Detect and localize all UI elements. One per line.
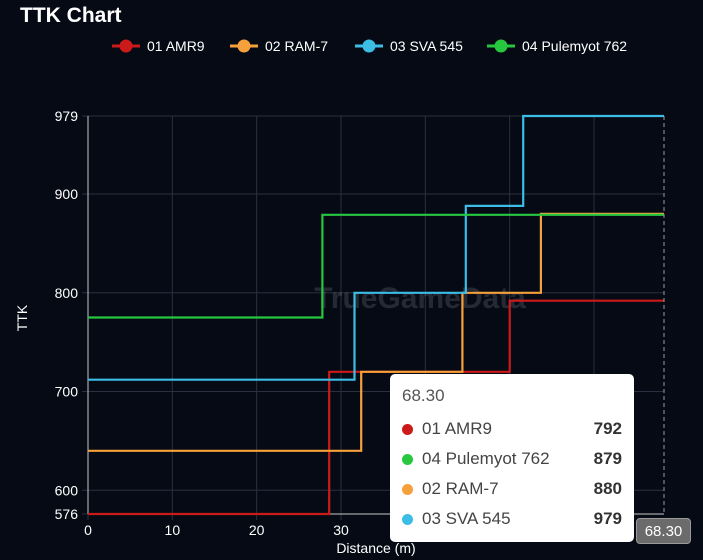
y-tick-label: 700	[55, 384, 79, 400]
series-line	[88, 114, 664, 381]
legend-marker	[362, 39, 376, 53]
legend: 01 AMR9 02 RAM-7 03 SVA 545 04 Pulemyot 762	[112, 38, 627, 54]
legend-label: 04 Pulemyot 762	[522, 38, 627, 54]
y-tick-label: 900	[55, 186, 79, 202]
tooltip-dot-ram7	[402, 483, 413, 495]
y-tick-label: 600	[55, 482, 79, 498]
tooltip-dot-amr9	[402, 423, 413, 435]
tooltip-value: 879	[593, 449, 622, 468]
legend-label: 03 SVA 545	[390, 38, 463, 54]
y-tick-label: 800	[55, 285, 79, 301]
tooltip: 68.30 01 AMR9 792 04 Pulemyot 762 879 02…	[390, 374, 634, 542]
legend-marker	[494, 39, 508, 53]
legend-label: 01 AMR9	[147, 38, 205, 54]
y-tick-label: 979	[55, 108, 79, 124]
tooltip-name: 02 RAM-7	[422, 479, 499, 498]
watermark: TrueGameData	[314, 282, 526, 315]
crosshair-x-label: 68.30	[636, 518, 691, 544]
tooltip-value: 979	[593, 509, 622, 528]
series-line	[88, 213, 664, 319]
chart-title: TTK Chart	[20, 4, 122, 27]
series-line	[88, 212, 664, 452]
tooltip-dot-sva545	[402, 513, 413, 525]
x-tick-label: 0	[84, 522, 92, 538]
tooltip-name: 01 AMR9	[422, 419, 492, 438]
tooltip-dot-pulemyot	[402, 453, 413, 465]
tooltip-name: 03 SVA 545	[422, 509, 511, 528]
legend-marker	[237, 39, 251, 53]
legend-item[interactable]: 02 RAM-7	[230, 38, 328, 54]
tooltip-row: 02 RAM-7 880	[402, 474, 622, 504]
tooltip-row: 03 SVA 545 979	[402, 504, 622, 534]
y-axis-label: TTK	[14, 304, 30, 331]
x-tick-label: 30	[333, 522, 349, 538]
legend-label: 02 RAM-7	[265, 38, 328, 54]
tooltip-name: 04 Pulemyot 762	[422, 449, 550, 468]
grid	[82, 115, 664, 520]
tooltip-row: 04 Pulemyot 762 879	[402, 444, 622, 474]
x-axis-label: Distance (m)	[336, 540, 415, 556]
tooltip-value: 880	[593, 479, 622, 498]
tooltip-title: 68.30	[402, 386, 445, 405]
y-tick-label: 576	[55, 506, 79, 522]
x-tick-label: 20	[249, 522, 265, 538]
legend-item[interactable]: 03 SVA 545	[355, 38, 463, 54]
legend-item[interactable]: 04 Pulemyot 762	[487, 38, 627, 54]
series-lines	[88, 114, 664, 516]
tooltip-value: 792	[593, 419, 622, 438]
x-tick-label: 10	[165, 522, 181, 538]
legend-marker	[119, 39, 133, 53]
tooltip-row: 01 AMR9 792	[402, 414, 622, 444]
axes: 576 600 700 800 900 979 0 10 20 30	[55, 108, 664, 538]
legend-item[interactable]: 01 AMR9	[112, 38, 205, 54]
